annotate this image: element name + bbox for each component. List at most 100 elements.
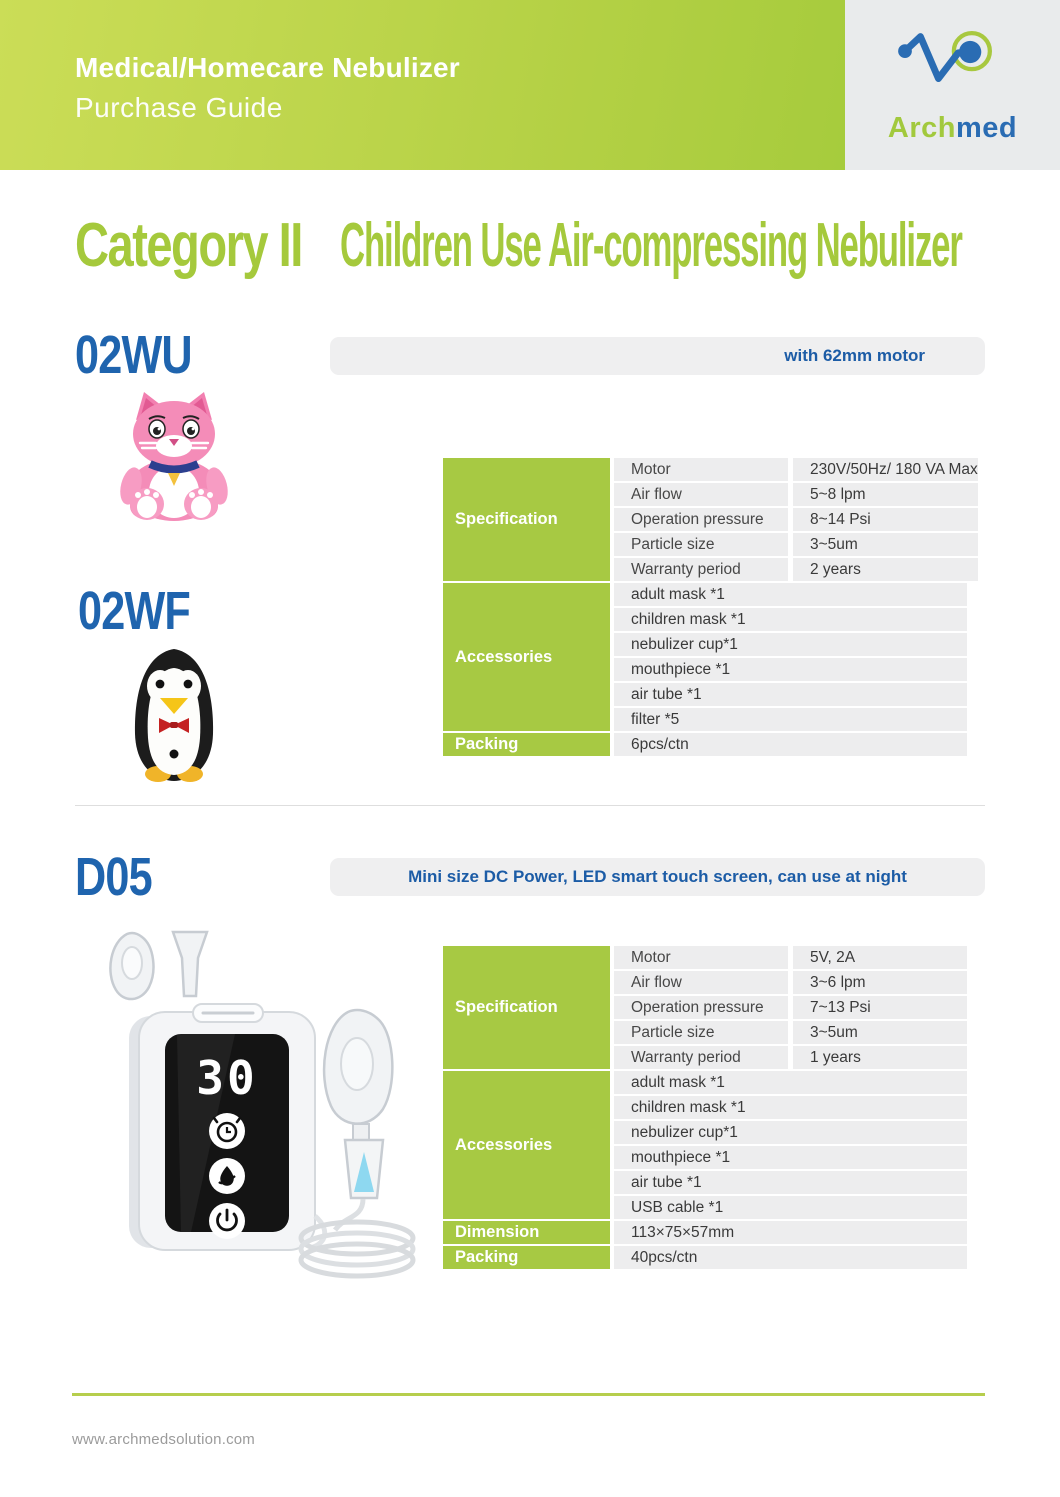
row-value: nebulizer cup*1 <box>614 633 967 656</box>
row-value: 113×75×57mm <box>614 1221 967 1244</box>
table-section-header: Packing <box>443 1246 610 1269</box>
row-label: Air flow <box>614 971 788 994</box>
row-value: air tube *1 <box>614 1171 967 1194</box>
accessory-row: children mask *1 <box>614 1096 967 1119</box>
row-value: air tube *1 <box>614 683 967 706</box>
row-label: Motor <box>614 458 788 481</box>
model-title-02wf: 02WF <box>78 581 191 641</box>
row-value: USB cable *1 <box>614 1196 967 1219</box>
accessory-row: adult mask *1 <box>614 1071 967 1094</box>
row-value: mouthpiece *1 <box>614 1146 967 1169</box>
row-value: 40pcs/ctn <box>614 1246 967 1269</box>
page-title: Medical/Homecare Nebulizer <box>75 52 460 83</box>
table-section-header: Accessories <box>443 1071 610 1219</box>
accessory-row: mouthpiece *1 <box>614 1146 967 1169</box>
accessory-row: air tube *1 <box>614 683 967 706</box>
table-section-header: Specification <box>443 458 610 581</box>
row-value: 6pcs/ctn <box>614 733 967 756</box>
row-label: Particle size <box>614 1021 788 1044</box>
row-value: 1 years <box>793 1046 967 1069</box>
penguin-nebulizer-image <box>122 646 226 791</box>
led-display: 30 <box>196 1051 257 1105</box>
row-value: children mask *1 <box>614 1096 967 1119</box>
table-section: Specification Motor 5V, 2A Air flow 3~6 lpm O… <box>443 946 967 1069</box>
row-value: 2 years <box>793 558 978 581</box>
row-value: mouthpiece *1 <box>614 658 967 681</box>
row-label: Particle size <box>614 533 788 556</box>
accessory-row: adult mask *1 <box>614 583 967 606</box>
packing-row: 40pcs/ctn <box>614 1246 967 1269</box>
accessory-row: filter *5 <box>614 708 967 731</box>
row-label: Warranty period <box>614 1046 788 1069</box>
feature-banner-text: with 62mm motor <box>784 346 925 365</box>
spec-row: Particle size 3~5um <box>614 1021 967 1044</box>
row-value: 5V, 2A <box>793 946 967 969</box>
page-subtitle: Purchase Guide <box>75 92 283 123</box>
model-title-d05: D05 <box>75 847 153 907</box>
accessory-row: children mask *1 <box>614 608 967 631</box>
table-section-header: Dimension <box>443 1221 610 1244</box>
model-title-02wu: 02WU <box>75 325 193 385</box>
logo-text-arch: Arch <box>887 112 956 144</box>
row-value: 3~5um <box>793 1021 967 1044</box>
row-value: filter *5 <box>614 708 967 731</box>
accessory-row: nebulizer cup*1 <box>614 633 967 656</box>
row-label: Air flow <box>614 483 788 506</box>
logo-text-med: med <box>955 112 1018 144</box>
packing-row: 6pcs/ctn <box>614 733 967 756</box>
table-section: Accessories adult mask *1 children mask *1… <box>443 583 967 731</box>
row-label: Warranty period <box>614 558 788 581</box>
alarm-clock-icon <box>209 1113 245 1149</box>
table-02wu: Specification Motor 230V/50Hz/ 180 VA Max A… <box>443 458 978 756</box>
row-label: Operation pressure <box>614 996 788 1019</box>
row-value: children mask *1 <box>614 608 967 631</box>
table-section: Specification Motor 230V/50Hz/ 180 VA Max A… <box>443 458 978 581</box>
accessory-row: mouthpiece *1 <box>614 658 967 681</box>
section-divider <box>75 805 985 806</box>
feature-banner-d05: Mini size DC Power, LED smart touch scre… <box>330 858 985 896</box>
table-section-header: Packing <box>443 733 610 756</box>
row-value: nebulizer cup*1 <box>614 1121 967 1144</box>
feature-banner-text: Mini size DC Power, LED smart touch scre… <box>408 867 907 886</box>
footer-rule <box>72 1393 985 1396</box>
table-section-header: Accessories <box>443 583 610 731</box>
row-value: adult mask *1 <box>614 1071 967 1094</box>
spec-row: Operation pressure 7~13 Psi <box>614 996 967 1019</box>
feature-banner-02wu: with 62mm motor <box>330 337 985 375</box>
cat-nebulizer-image <box>108 388 240 527</box>
accessory-row: USB cable *1 <box>614 1196 967 1219</box>
logo-block: Archmed <box>845 0 1060 170</box>
power-icon <box>209 1203 245 1239</box>
table-section: Packing 40pcs/ctn <box>443 1246 967 1269</box>
mist-icon <box>209 1158 245 1194</box>
d05-nebulizer-image: 30 <box>95 916 435 1285</box>
table-section-header: Specification <box>443 946 610 1069</box>
row-label: Motor <box>614 946 788 969</box>
dimension-row: 113×75×57mm <box>614 1221 967 1244</box>
row-value: 230V/50Hz/ 180 VA Max <box>793 458 978 481</box>
table-section: Dimension 113×75×57mm <box>443 1221 967 1244</box>
spec-row: Motor 230V/50Hz/ 180 VA Max <box>614 458 978 481</box>
spec-row: Motor 5V, 2A <box>614 946 967 969</box>
table-section: Packing 6pcs/ctn <box>443 733 967 756</box>
accessory-row: nebulizer cup*1 <box>614 1121 967 1144</box>
category-heading: Category II Children Use Air-compressing… <box>0 211 1060 280</box>
spec-row: Warranty period 2 years <box>614 558 978 581</box>
category-label: Category II <box>75 211 303 280</box>
spec-row: Particle size 3~5um <box>614 533 978 556</box>
spec-row: Warranty period 1 years <box>614 1046 967 1069</box>
row-value: 3~5um <box>793 533 978 556</box>
table-section: Accessories adult mask *1 children mask *1… <box>443 1071 967 1219</box>
row-value: 3~6 lpm <box>793 971 967 994</box>
heartbeat-pulse-icon <box>893 25 1013 108</box>
logo-wordmark: Archmed <box>888 112 1017 145</box>
spec-row: Operation pressure 8~14 Psi <box>614 508 978 531</box>
row-value: adult mask *1 <box>614 583 967 606</box>
table-d05: Specification Motor 5V, 2A Air flow 3~6 lpm O… <box>443 946 967 1269</box>
spec-row: Air flow 5~8 lpm <box>614 483 978 506</box>
row-value: 5~8 lpm <box>793 483 978 506</box>
footer-website: www.archmedsolution.com <box>72 1431 256 1448</box>
accessory-row: air tube *1 <box>614 1171 967 1194</box>
row-value: 7~13 Psi <box>793 996 967 1019</box>
